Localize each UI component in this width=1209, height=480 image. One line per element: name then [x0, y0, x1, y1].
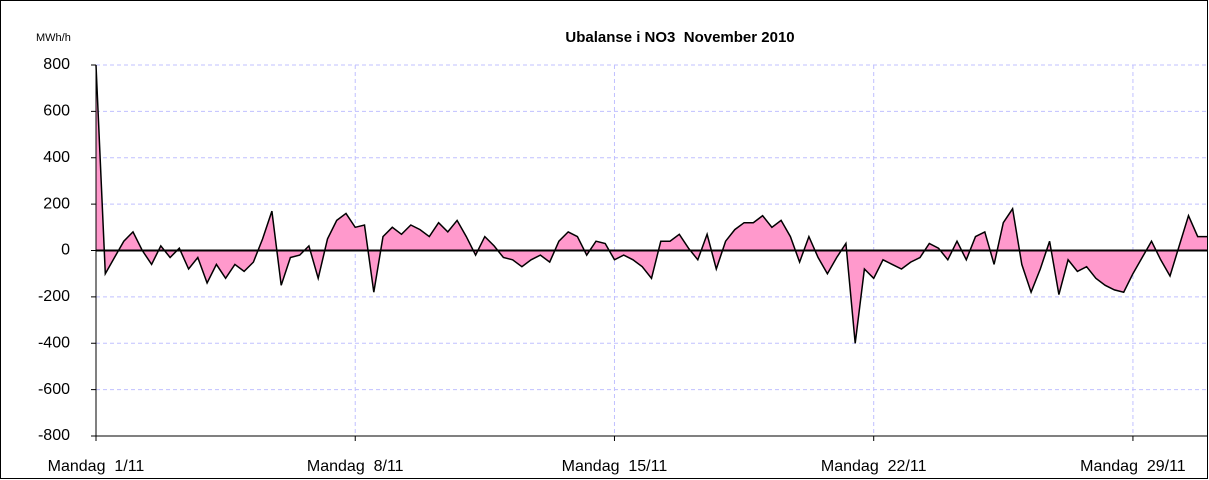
x-tick-label: Mandag 1/11	[48, 458, 145, 475]
y-tick-label: 800	[43, 56, 70, 73]
chart-title: Ubalanse i NO3 November 2010	[565, 29, 794, 46]
y-tick-label: -600	[38, 381, 70, 398]
x-tick-label: Mandag 8/11	[307, 458, 404, 475]
y-tick-label: -200	[38, 288, 70, 305]
y-tick-label: 0	[61, 242, 70, 259]
x-tick-label: Mandag 29/11	[1080, 458, 1186, 475]
line	[95, 64, 1207, 344]
y-tick-label: 400	[43, 149, 70, 166]
y-tick-label: -400	[38, 334, 70, 351]
x-tick-label: Mandag 22/11	[821, 458, 927, 475]
y-tick-label: 600	[43, 103, 70, 120]
x-tick-label: Mandag 15/11	[562, 458, 668, 475]
y-tick-label: -800	[38, 427, 70, 444]
y-axis-label: MWh/h	[36, 32, 71, 44]
area	[96, 65, 1207, 344]
y-tick-label: 200	[43, 195, 70, 212]
